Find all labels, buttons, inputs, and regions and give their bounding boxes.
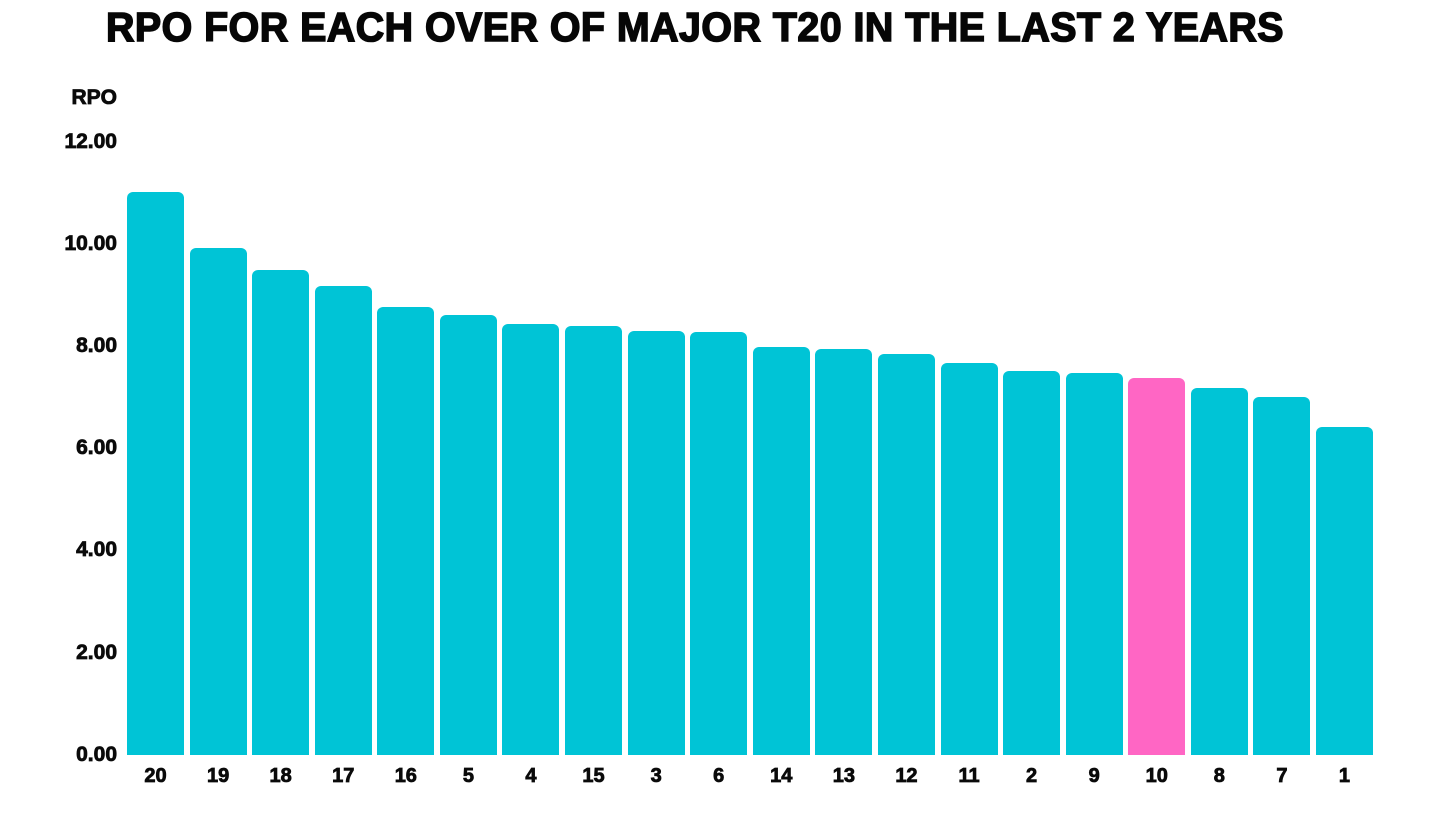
bar-over-2 [1003,371,1061,755]
y-axis-title: RPO [71,86,117,110]
x-tick-label-5: 5 [462,765,474,788]
x-tick-label-10: 10 [1145,765,1168,788]
x-tick-label-17: 17 [332,765,355,788]
bar-over-10 [1128,378,1186,755]
x-tick-label-12: 12 [895,765,918,788]
bar-over-3 [627,331,685,755]
chart-title: RPO FOR EACH OVER OF MAJOR T20 IN THE LA… [105,3,1284,51]
bar-over-15 [565,326,623,755]
x-axis-labels: 20 19 18 17 16 5 4 15 3 6 14 13 12 11 2 9 10 8 7 1 [127,765,1373,788]
x-tick-label-7: 7 [1276,765,1288,788]
x-tick-label-14: 14 [770,765,793,788]
y-tick-label: 10.00 [64,231,117,255]
y-tick-label: 2.00 [76,640,118,664]
bar-over-18 [252,270,310,755]
y-tick-label: 0.00 [76,742,118,766]
y-axis-ticks: 12.00 10.00 8.00 6.00 4.00 2.00 0.00 [0,0,117,819]
x-tick-label-15: 15 [582,765,605,788]
x-tick-label-20: 20 [144,765,167,788]
x-tick-label-13: 13 [832,765,855,788]
plot-area [127,141,1373,755]
bar-over-19 [189,248,247,755]
bar-over-13 [815,349,873,755]
bar-over-12 [877,354,935,755]
bar-over-8 [1190,388,1248,755]
bar-over-7 [1253,397,1311,755]
x-tick-label-11: 11 [958,765,980,788]
bar-over-4 [502,324,560,755]
x-tick-label-2: 2 [1026,765,1038,788]
bar-over-17 [314,286,372,755]
y-tick-label: 12.00 [64,129,117,153]
bar-over-5 [439,315,497,755]
bar-over-16 [377,307,435,755]
x-tick-label-9: 9 [1088,765,1100,788]
x-tick-label-8: 8 [1213,765,1225,788]
bar-over-1 [1315,427,1373,755]
bar-over-14 [752,347,810,755]
x-tick-label-18: 18 [269,765,292,788]
x-tick-label-16: 16 [394,765,417,788]
y-tick-label: 4.00 [76,538,118,562]
bar-over-11 [940,363,998,755]
bar-over-6 [690,332,748,755]
bar-over-9 [1065,373,1123,755]
x-tick-label-3: 3 [650,765,662,788]
y-tick-label: 8.00 [76,333,118,357]
x-tick-label-6: 6 [713,765,725,788]
y-tick-label: 6.00 [76,436,118,460]
x-tick-label-4: 4 [525,765,537,788]
x-tick-label-1: 1 [1338,765,1351,788]
x-tick-label-19: 19 [206,765,230,788]
bar-over-20 [127,192,184,755]
